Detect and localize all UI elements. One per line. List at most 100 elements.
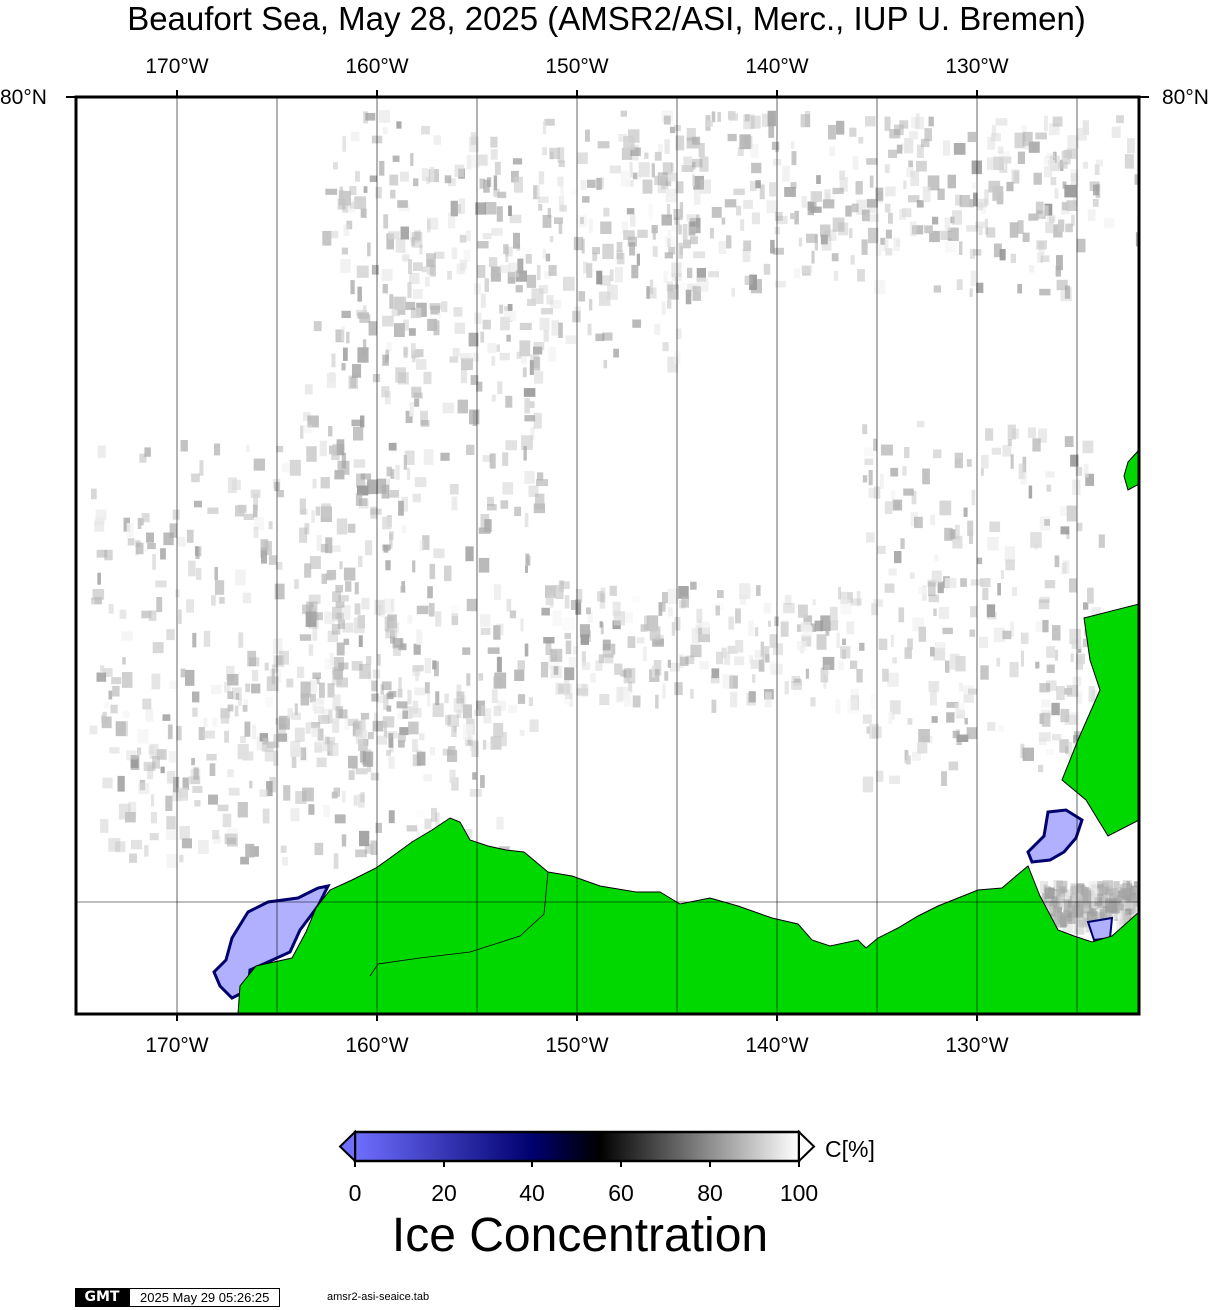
ice-pixel bbox=[112, 685, 120, 697]
ice-pixel bbox=[321, 573, 327, 584]
ice-pixel bbox=[364, 843, 374, 854]
ice-pixel bbox=[946, 712, 955, 723]
ice-pixel bbox=[264, 662, 269, 671]
ice-pixel bbox=[96, 672, 107, 682]
ice-pixel bbox=[358, 498, 368, 506]
ice-pixel bbox=[240, 856, 249, 865]
ice-pixel bbox=[314, 705, 325, 714]
ice-pixel bbox=[599, 593, 606, 609]
ice-pixel bbox=[609, 165, 621, 174]
ice-pixel bbox=[193, 500, 202, 508]
ice-pixel bbox=[1070, 883, 1080, 899]
ice-pixel bbox=[325, 572, 334, 581]
ice-pixel bbox=[382, 284, 388, 294]
ice-pixel bbox=[560, 204, 567, 212]
ice-pixel bbox=[977, 557, 983, 565]
ice-pixel bbox=[603, 359, 608, 369]
ice-pixel bbox=[525, 565, 528, 573]
ice-pixel bbox=[597, 591, 605, 602]
ice-pixel bbox=[401, 496, 408, 512]
ice-pixel bbox=[953, 143, 966, 155]
ice-pixel bbox=[412, 354, 416, 363]
ice-pixel bbox=[868, 470, 873, 486]
ice-pixel bbox=[717, 590, 724, 599]
ice-pixel bbox=[628, 681, 633, 693]
colorbar-tick-100: 100 bbox=[779, 1180, 819, 1206]
ice-pixel bbox=[289, 459, 301, 476]
ice-pixel bbox=[1070, 886, 1075, 902]
ice-pixel bbox=[341, 834, 347, 847]
ice-pixel bbox=[335, 601, 345, 608]
ice-pixel bbox=[1039, 596, 1050, 603]
ice-pixel bbox=[689, 226, 697, 233]
ice-pixel bbox=[227, 769, 234, 778]
ice-pixel bbox=[1088, 686, 1095, 702]
ice-pixel bbox=[353, 794, 358, 806]
ice-pixel bbox=[390, 630, 396, 644]
colorbar-tick-20: 20 bbox=[431, 1180, 457, 1206]
ice-pixel bbox=[712, 602, 724, 610]
ice-pixel bbox=[1041, 699, 1051, 708]
ice-pixel bbox=[1052, 625, 1061, 641]
ice-pixel bbox=[623, 136, 635, 151]
ice-pixel bbox=[715, 605, 720, 616]
ice-pixel bbox=[1066, 148, 1077, 160]
ice-pixel bbox=[907, 638, 913, 650]
ice-pixel bbox=[963, 694, 974, 703]
ice-pixel bbox=[597, 591, 605, 602]
ice-pixel bbox=[550, 651, 556, 658]
ice-pixel bbox=[686, 214, 696, 222]
ice-pixel bbox=[243, 699, 248, 707]
ice-pixel bbox=[666, 203, 671, 217]
ice-pixel bbox=[394, 296, 407, 310]
ice-pixel bbox=[1037, 252, 1043, 263]
ice-pixel bbox=[490, 266, 501, 282]
ice-pixel bbox=[135, 540, 141, 547]
ice-pixel bbox=[259, 789, 268, 797]
ice-pixel bbox=[655, 694, 659, 709]
ice-pixel bbox=[856, 591, 861, 606]
ice-pixel bbox=[772, 643, 783, 656]
ice-pixel bbox=[1060, 505, 1068, 517]
ice-pixel bbox=[411, 232, 423, 248]
ice-pixel bbox=[1042, 205, 1049, 216]
ice-pixel bbox=[219, 597, 225, 604]
ice-pixel bbox=[499, 304, 504, 314]
ice-pixel bbox=[632, 172, 638, 180]
ice-pixel bbox=[411, 386, 422, 398]
ice-pixel bbox=[945, 578, 957, 588]
ice-pixel bbox=[311, 510, 315, 523]
gmt-logo: GMT bbox=[75, 1288, 129, 1307]
ice-pixel bbox=[604, 654, 614, 664]
ice-pixel bbox=[410, 237, 415, 247]
ice-pixel bbox=[466, 154, 472, 170]
ice-pixel bbox=[329, 445, 336, 455]
ice-pixel bbox=[598, 654, 605, 664]
ice-pixel bbox=[360, 473, 372, 480]
ice-pixel bbox=[441, 301, 448, 313]
ice-pixel bbox=[969, 248, 976, 259]
ice-pixel bbox=[413, 178, 419, 187]
ice-pixel bbox=[91, 488, 97, 500]
ice-pixel bbox=[894, 551, 902, 564]
ice-pixel bbox=[336, 677, 348, 688]
ice-pixel bbox=[491, 689, 498, 703]
ice-pixel bbox=[451, 613, 459, 626]
ice-pixel bbox=[1073, 735, 1083, 744]
ice-pixel bbox=[607, 284, 618, 300]
ice-pixel bbox=[691, 136, 701, 145]
ice-pixel bbox=[586, 607, 591, 615]
ice-pixel bbox=[798, 237, 803, 247]
ice-pixel bbox=[708, 271, 719, 278]
ice-pixel bbox=[482, 233, 492, 240]
ice-pixel bbox=[548, 346, 556, 362]
ice-pixel bbox=[896, 144, 903, 154]
ice-pixel bbox=[169, 523, 178, 538]
ice-pixel bbox=[734, 656, 745, 666]
ice-pixel bbox=[1027, 427, 1036, 438]
ice-pixel bbox=[692, 286, 701, 301]
ice-pixel bbox=[1066, 505, 1077, 522]
ice-pixel bbox=[736, 205, 742, 216]
ice-pixel bbox=[849, 127, 857, 137]
ice-pixel bbox=[333, 657, 344, 671]
